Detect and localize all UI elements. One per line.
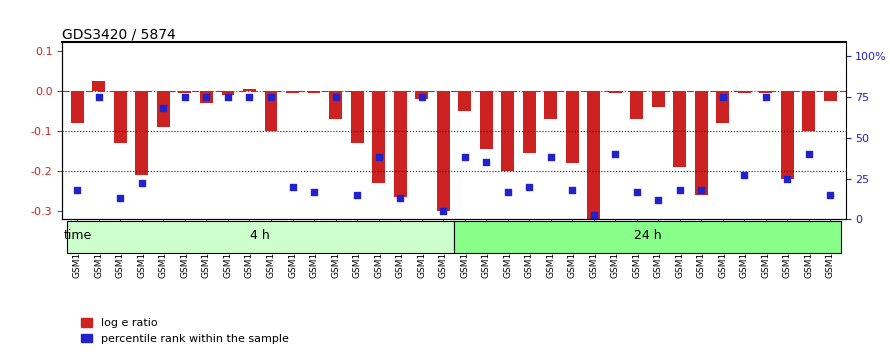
Point [70,187,85,193]
Point [393,195,408,201]
Bar [351,91,363,143]
Bar [480,91,493,149]
Bar [695,91,708,195]
Bar [738,91,751,93]
Point [694,187,708,193]
Bar [114,91,127,143]
Bar [609,91,622,93]
Point [565,187,579,193]
Bar [545,91,557,119]
Bar [222,91,234,95]
Bar [522,91,536,153]
Point [479,159,493,165]
Text: 4 h: 4 h [250,229,271,242]
Bar [630,91,643,119]
Bar [93,81,105,91]
Point [328,94,343,99]
Point [264,94,279,99]
Bar [415,91,428,99]
Point [651,197,666,202]
Bar [437,91,449,211]
Bar [308,91,320,93]
Bar [286,91,299,93]
Bar [824,91,837,101]
Point [759,94,773,99]
Bar [372,91,385,183]
Point [737,172,751,178]
Point [673,187,687,193]
Point [134,181,149,186]
FancyBboxPatch shape [67,221,454,253]
Bar [759,91,773,93]
Point [587,212,601,217]
Bar [458,91,471,111]
Point [286,184,300,189]
Bar [716,91,729,123]
Bar [501,91,514,171]
Point [608,151,622,157]
Point [522,184,537,189]
Point [436,209,450,214]
Point [823,192,837,198]
Bar [393,91,407,198]
FancyBboxPatch shape [454,221,841,253]
Bar [243,89,256,91]
Bar [803,91,815,131]
Text: GDS3420 / 5874: GDS3420 / 5874 [62,27,176,41]
Point [371,154,385,160]
Bar [329,91,342,119]
Point [92,94,106,99]
Point [802,151,816,157]
Point [629,189,643,194]
Point [113,195,127,201]
Point [157,105,171,111]
Bar [264,91,278,131]
Point [457,154,472,160]
Bar [566,91,578,163]
Point [221,94,235,99]
Legend: log e ratio, percentile rank within the sample: log e ratio, percentile rank within the … [77,314,294,348]
Point [350,192,364,198]
Point [500,189,514,194]
Point [199,94,214,99]
Bar [179,91,191,93]
Point [415,94,429,99]
Bar [200,91,213,103]
Point [307,189,321,194]
Point [781,176,795,181]
Point [242,94,256,99]
Bar [587,91,600,219]
Bar [157,91,170,127]
Bar [674,91,686,167]
Bar [651,91,665,107]
Text: time: time [63,229,92,242]
Bar [781,91,794,179]
Point [178,94,192,99]
Point [544,154,558,160]
Bar [71,91,84,123]
Text: 24 h: 24 h [634,229,661,242]
Point [716,94,730,99]
Bar [135,91,149,175]
